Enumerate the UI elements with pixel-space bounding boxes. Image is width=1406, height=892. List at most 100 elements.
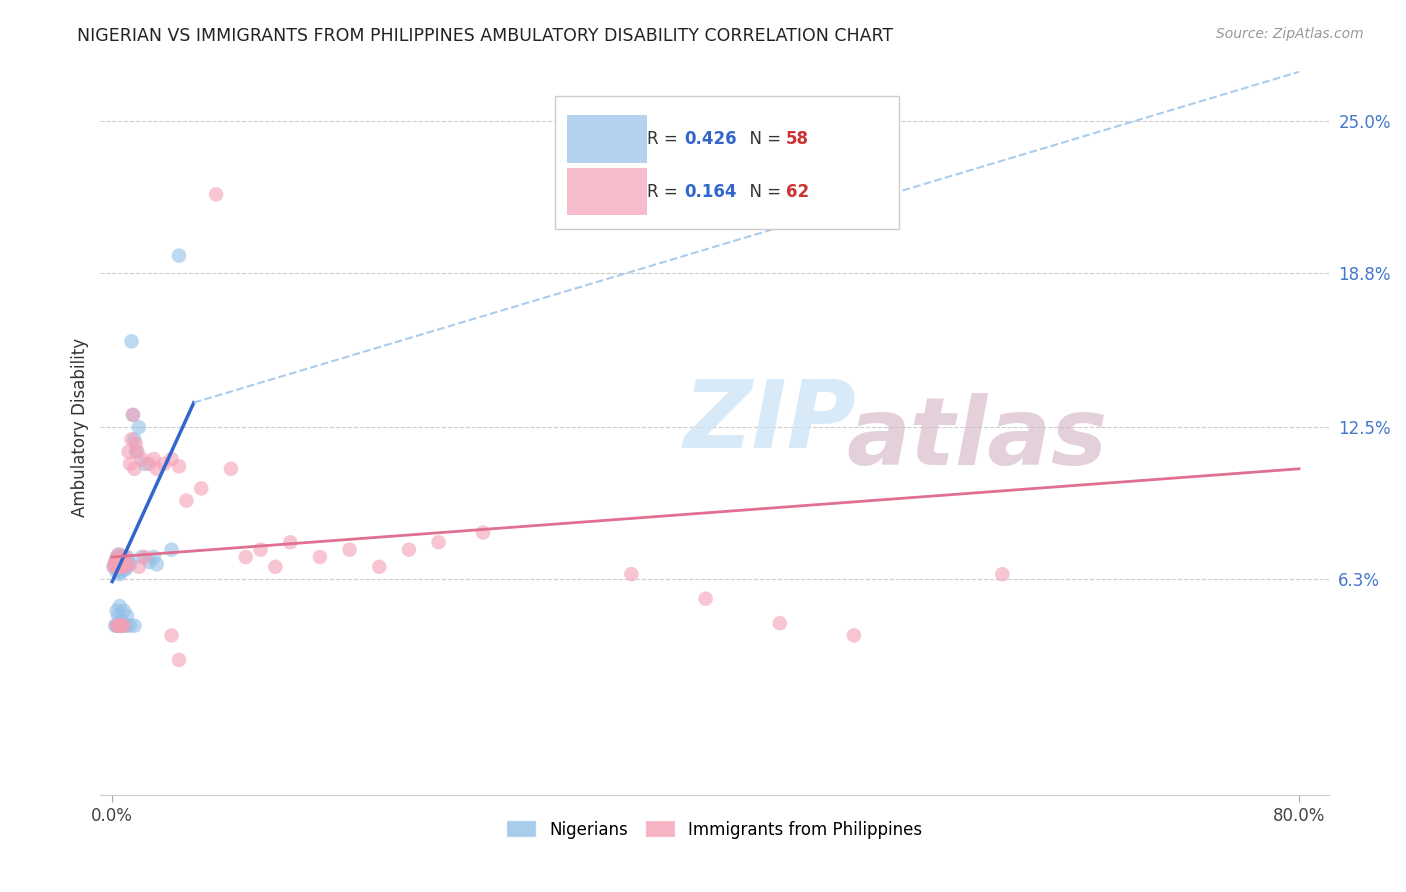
Text: N =: N = xyxy=(740,129,786,147)
Point xyxy=(111,562,134,576)
Point xyxy=(108,618,131,632)
Point xyxy=(115,549,138,564)
Point xyxy=(104,558,127,572)
Point xyxy=(264,559,287,574)
Point xyxy=(111,555,134,569)
Point xyxy=(103,559,125,574)
Text: 62: 62 xyxy=(786,183,808,201)
Point xyxy=(110,558,132,572)
Point xyxy=(160,542,183,557)
Point xyxy=(114,555,136,569)
Point xyxy=(160,452,183,467)
Point xyxy=(107,618,129,632)
Point xyxy=(124,618,146,632)
Text: N =: N = xyxy=(740,183,786,201)
Point xyxy=(134,549,156,564)
Point xyxy=(176,493,198,508)
Point xyxy=(110,552,132,566)
Point xyxy=(112,558,135,572)
Point xyxy=(112,555,135,569)
Text: 58: 58 xyxy=(786,129,808,147)
Point xyxy=(103,559,125,574)
Point xyxy=(110,565,132,579)
Point xyxy=(309,549,332,564)
Text: atlas: atlas xyxy=(846,393,1108,485)
Point xyxy=(114,549,136,564)
Point xyxy=(153,457,176,471)
Point xyxy=(122,408,145,422)
Point xyxy=(368,559,391,574)
Point xyxy=(108,559,131,574)
Point xyxy=(118,457,141,471)
Point xyxy=(104,558,127,572)
Point xyxy=(769,616,792,631)
Text: 0.426: 0.426 xyxy=(683,129,737,147)
Point xyxy=(104,555,127,569)
Point xyxy=(108,555,131,569)
Point xyxy=(121,334,143,349)
Point xyxy=(427,535,450,549)
Point xyxy=(110,558,132,572)
Point xyxy=(112,552,135,566)
Point xyxy=(121,433,143,447)
Point xyxy=(142,549,165,564)
Point xyxy=(107,555,129,569)
Point xyxy=(842,628,865,642)
Point xyxy=(112,618,135,632)
Text: Source: ZipAtlas.com: Source: ZipAtlas.com xyxy=(1216,27,1364,41)
Point xyxy=(472,525,495,540)
Point xyxy=(235,549,257,564)
Point xyxy=(107,552,129,566)
Point xyxy=(117,444,139,458)
Point xyxy=(118,558,141,572)
Point xyxy=(112,618,135,632)
Point xyxy=(104,618,127,632)
Point xyxy=(105,559,128,574)
Point xyxy=(108,559,131,574)
Point xyxy=(117,555,139,569)
Point xyxy=(107,562,129,576)
Point xyxy=(145,462,167,476)
Point xyxy=(110,618,132,632)
Point xyxy=(398,542,420,557)
Point xyxy=(142,452,165,467)
Point xyxy=(128,559,150,574)
Point xyxy=(111,549,134,564)
Point xyxy=(107,618,129,632)
Point xyxy=(138,457,160,471)
Point xyxy=(145,558,167,572)
Point xyxy=(105,618,128,632)
Point xyxy=(125,444,148,458)
Point xyxy=(110,614,132,628)
Point xyxy=(110,559,132,574)
Point xyxy=(107,558,129,572)
Point xyxy=(108,548,131,562)
FancyBboxPatch shape xyxy=(555,96,898,228)
Point xyxy=(339,542,361,557)
Point xyxy=(105,604,128,618)
FancyBboxPatch shape xyxy=(567,168,647,216)
Point xyxy=(105,618,128,632)
Point xyxy=(112,552,135,566)
Point xyxy=(115,618,138,632)
Point xyxy=(115,608,138,623)
Text: NIGERIAN VS IMMIGRANTS FROM PHILIPPINES AMBULATORY DISABILITY CORRELATION CHART: NIGERIAN VS IMMIGRANTS FROM PHILIPPINES … xyxy=(77,27,893,45)
Point xyxy=(695,591,717,606)
Text: R =: R = xyxy=(647,183,683,201)
Point xyxy=(167,459,190,474)
Point xyxy=(138,555,160,569)
Point xyxy=(107,558,129,572)
Text: R =: R = xyxy=(647,129,683,147)
Point xyxy=(112,604,135,618)
Point xyxy=(108,599,131,613)
Point xyxy=(131,549,153,564)
Point xyxy=(108,618,131,632)
Point xyxy=(111,558,134,572)
Point xyxy=(278,535,301,549)
Point xyxy=(620,567,643,582)
Point xyxy=(107,608,129,623)
Point xyxy=(125,437,148,451)
Point xyxy=(118,618,141,632)
Point xyxy=(115,559,138,574)
Point xyxy=(107,548,129,562)
